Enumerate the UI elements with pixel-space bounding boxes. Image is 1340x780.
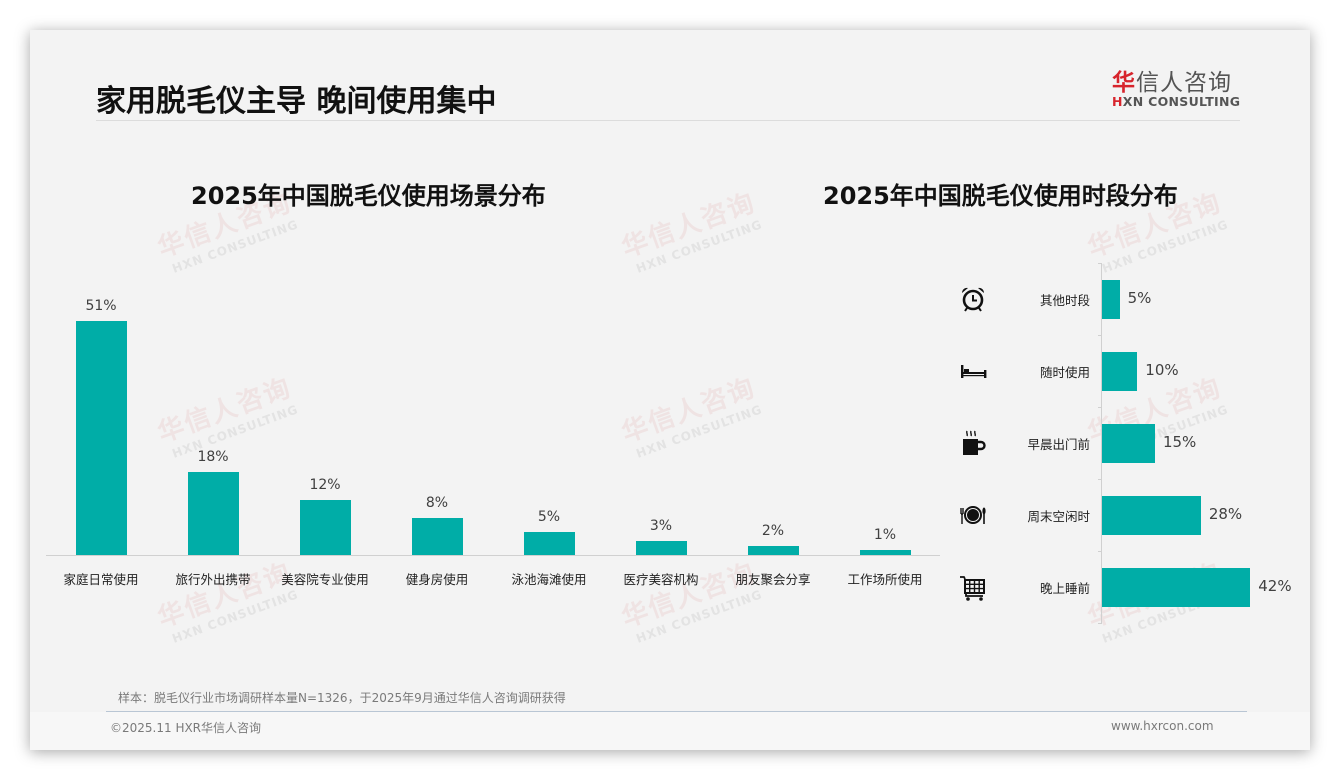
bar-value-label: 1% [873, 527, 897, 544]
axis-tick [1098, 335, 1102, 336]
category-label: 健身房使用 [405, 572, 469, 587]
sample-note: 样本：脱毛仪行业市场调研样本量N=1326，于2025年9月通过华信人咨询调研获… [118, 691, 566, 705]
chart-title-time-periods: 2025年中国脱毛仪使用时段分布 [823, 182, 1178, 210]
bar-value-label: 5% [1127, 289, 1152, 307]
bar [1102, 279, 1120, 319]
bar-value-label: 5% [537, 509, 561, 526]
bar [299, 499, 351, 555]
category-label: 随时使用 [1039, 365, 1090, 380]
bar-value-label: 2% [761, 522, 785, 539]
bar [859, 550, 911, 555]
axis-tick [1098, 551, 1102, 552]
bar-value-label: 15% [1162, 433, 1197, 451]
bar [747, 545, 799, 555]
bar-value-label: 42% [1258, 577, 1292, 595]
bar [1102, 351, 1138, 391]
category-label: 家庭日常使用 [63, 572, 139, 587]
bar [523, 532, 575, 555]
axis-tick [1098, 623, 1102, 624]
axis-tick [1098, 263, 1102, 264]
title-divider [96, 120, 1240, 121]
bar-value-label: 8% [425, 495, 449, 512]
bar-value-label: 10% [1145, 361, 1179, 379]
hot-coffee-icon [958, 428, 988, 458]
category-label: 其他时段 [1039, 293, 1090, 308]
axis-tick [1098, 407, 1102, 408]
category-label: 晚上睡前 [1039, 581, 1090, 596]
category-label: 早晨出门前 [1027, 437, 1090, 452]
bar-value-label: 28% [1208, 505, 1243, 523]
footer-band [30, 712, 1310, 750]
alarm-clock-icon [958, 284, 988, 314]
category-label: 泳池海滩使用 [511, 572, 587, 587]
brand-logo: 华信人咨询 [1112, 70, 1232, 96]
bar-value-label: 18% [197, 449, 229, 466]
dining-plate-icon [958, 500, 988, 530]
x-axis-baseline [46, 555, 940, 556]
bar [1102, 567, 1251, 607]
category-label: 医疗美容机构 [623, 572, 699, 587]
bar [1102, 495, 1201, 535]
bar-value-label: 12% [309, 476, 341, 493]
shopping-cart-icon [958, 572, 988, 602]
bar [75, 320, 127, 555]
website-link[interactable]: www.hxrcon.com [1111, 719, 1214, 733]
category-label: 周末空闲时 [1027, 509, 1090, 524]
y-axis-line [1101, 263, 1102, 623]
bar [187, 472, 239, 555]
brand-logo-en: HXN CONSULTING [1112, 94, 1241, 109]
bar-value-label: 51% [85, 297, 117, 314]
category-label: 美容院专业使用 [281, 572, 369, 587]
category-label: 工作场所使用 [847, 572, 923, 587]
category-label: 旅行外出携带 [175, 572, 251, 587]
slide: 华信人咨询 HXN CONSULTING 华信人咨询 HXN CONSULTING … [30, 30, 1310, 750]
bar [635, 541, 687, 555]
chart-title-scenarios: 2025年中国脱毛仪使用场景分布 [191, 182, 546, 210]
copyright: ©2025.11 HXR华信人咨询 [110, 721, 262, 735]
category-label: 朋友聚会分享 [735, 572, 811, 587]
footer-divider [106, 711, 1247, 712]
bar [411, 518, 463, 555]
axis-tick [1098, 479, 1102, 480]
bed-icon [958, 356, 988, 386]
bar [1102, 423, 1155, 463]
page-title: 家用脱毛仪主导 晚间使用集中 [96, 84, 497, 119]
bar-value-label: 3% [649, 518, 673, 535]
